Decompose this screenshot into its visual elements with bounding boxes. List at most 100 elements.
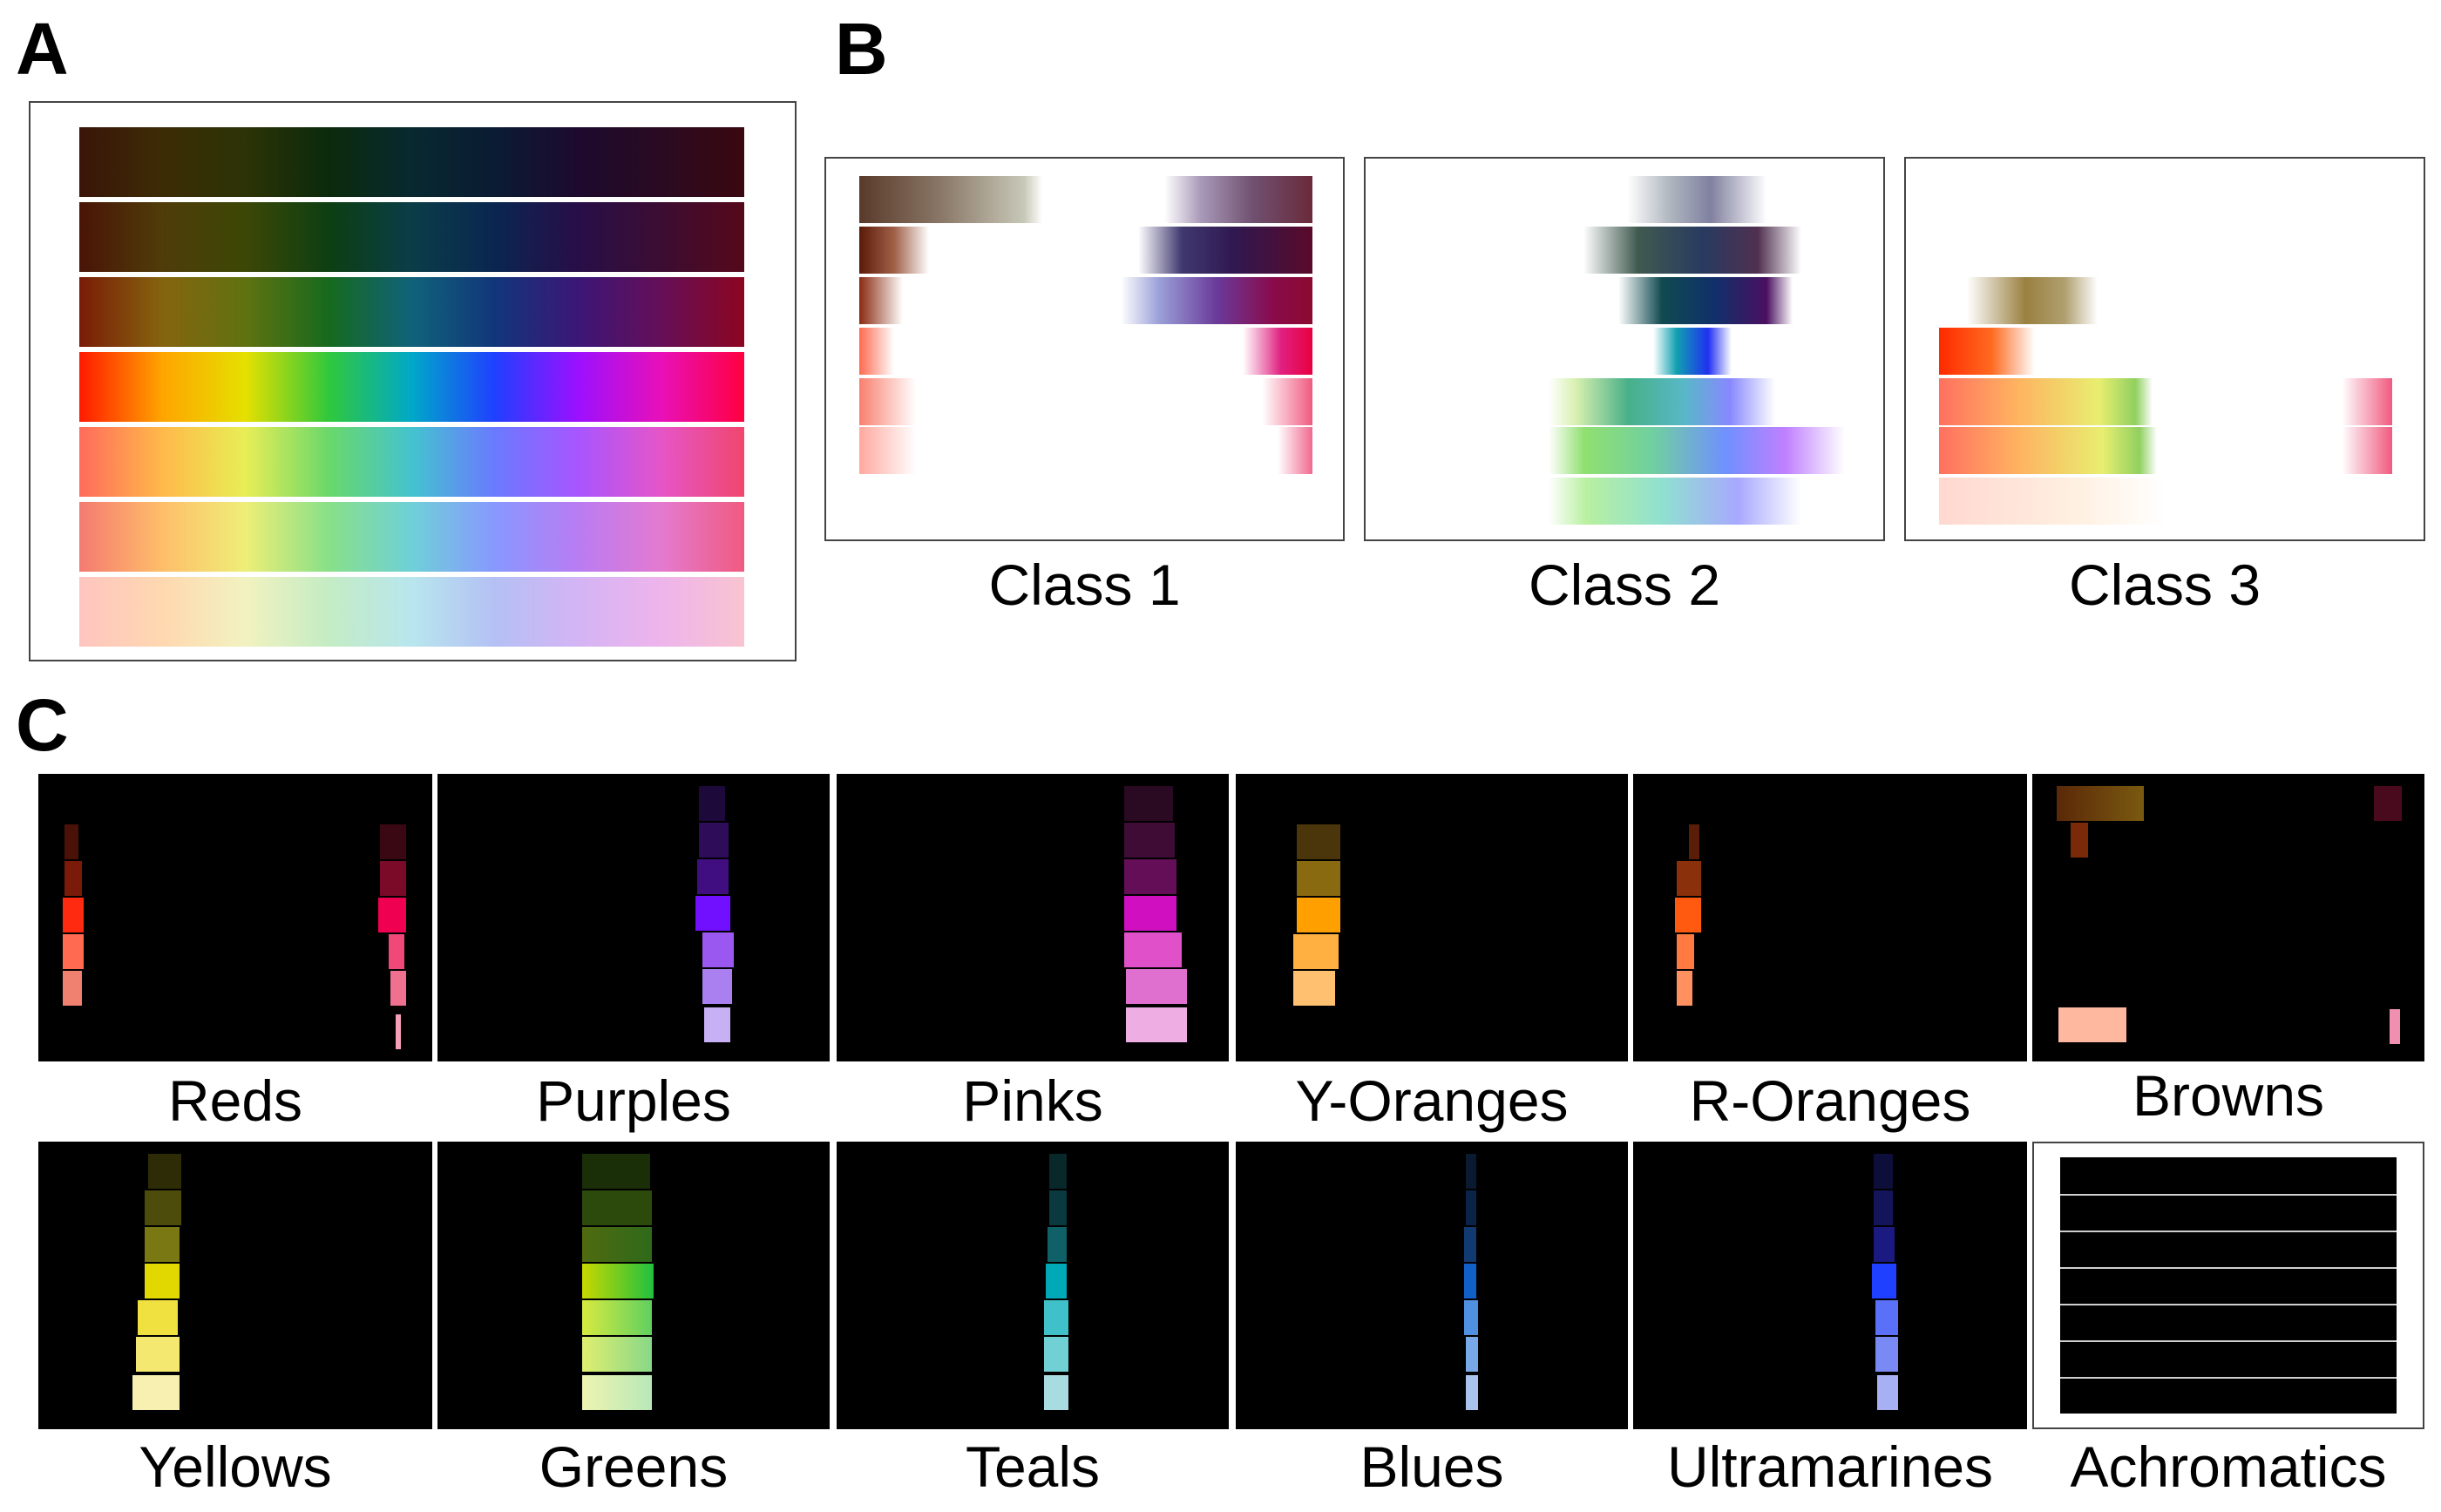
teals-chip-3 — [1048, 1227, 1067, 1262]
achromatics-divider-4 — [2060, 1304, 2397, 1305]
reds-chip-10 — [390, 971, 406, 1006]
teals-chip-1 — [1049, 1154, 1067, 1189]
class-1-band-11 — [859, 427, 916, 474]
pinks-chip-1 — [1124, 786, 1173, 821]
blues-chip-6 — [1466, 1337, 1478, 1372]
r-oranges-chip-1 — [1689, 824, 1699, 859]
yellows-label: Yellows — [139, 1434, 332, 1499]
pinks-chip-6 — [1126, 969, 1187, 1004]
yellows-chip-4 — [145, 1264, 180, 1298]
purples-chip-4 — [695, 896, 730, 931]
class-1-band-1 — [859, 176, 1042, 223]
greens-label: Greens — [539, 1434, 729, 1499]
blues-swatch — [1236, 1142, 1628, 1429]
greens-chip-6 — [582, 1337, 652, 1372]
achromatics-divider-2 — [2060, 1231, 2397, 1232]
class-2-band-5 — [1549, 378, 1775, 425]
class-2-band-2 — [1583, 227, 1801, 274]
hue-strip-7 — [79, 577, 744, 647]
purples-chip-5 — [702, 932, 734, 967]
class-3-band-7 — [1939, 478, 2166, 525]
ultramarines-chip-2 — [1874, 1190, 1893, 1225]
class-2-frame — [1364, 157, 1885, 541]
yellows-swatch — [38, 1142, 432, 1429]
class-1-band-12 — [1278, 427, 1312, 474]
greens-chip-3 — [582, 1227, 652, 1262]
teals-chip-7 — [1044, 1375, 1068, 1410]
hue-strip-1 — [79, 127, 744, 197]
hue-strip-6 — [79, 502, 744, 572]
class-3-band-3 — [1939, 378, 2153, 425]
class-1-band-2 — [1164, 176, 1312, 223]
pinks-label: Pinks — [962, 1068, 1103, 1133]
pinks-chip-3 — [1124, 859, 1176, 894]
panel-a-label: A — [16, 8, 69, 90]
r-oranges-swatch — [1633, 774, 2027, 1061]
reds-chip-8 — [378, 898, 406, 932]
greens-chip-7 — [582, 1375, 652, 1410]
r-oranges-chip-5 — [1677, 971, 1692, 1006]
class-3-frame — [1904, 157, 2425, 541]
ultramarines-chip-4 — [1872, 1264, 1896, 1298]
r-oranges-chip-2 — [1677, 861, 1701, 896]
class-3-label: Class 3 — [2068, 553, 2261, 617]
greens-chip-2 — [582, 1190, 652, 1225]
reds-chip-1 — [64, 824, 78, 859]
class-2-band-3 — [1618, 277, 1793, 324]
class-1-band-7 — [859, 328, 894, 375]
panel-b-label: B — [835, 8, 888, 90]
purples-swatch — [437, 774, 830, 1061]
teals-chip-2 — [1049, 1190, 1067, 1225]
reds-chip-2 — [64, 861, 82, 896]
class-1-label: Class 1 — [988, 553, 1181, 617]
class-1-band-8 — [1243, 328, 1312, 375]
achromatics-swatch — [2032, 1142, 2424, 1429]
class-3-band-2 — [1939, 328, 2035, 375]
browns-chip-4 — [2374, 786, 2402, 821]
class-2-band-7 — [1549, 478, 1801, 525]
achromatics-fill — [2060, 1157, 2397, 1414]
ultramarines-swatch — [1633, 1142, 2027, 1429]
reds-chip-7 — [380, 861, 406, 896]
yellows-chip-1 — [148, 1154, 181, 1189]
pinks-chip-5 — [1124, 932, 1182, 967]
greens-chip-4 — [582, 1264, 654, 1298]
blues-label: Blues — [1360, 1434, 1504, 1499]
browns-chip-5 — [2390, 1009, 2400, 1044]
blues-chip-5 — [1464, 1300, 1478, 1335]
ultramarines-label: Ultramarines — [1666, 1434, 1994, 1499]
purples-chip-6 — [702, 969, 732, 1004]
blues-chip-4 — [1464, 1264, 1476, 1298]
purples-label: Purples — [536, 1068, 731, 1133]
reds-chip-5 — [63, 971, 82, 1006]
teals-chip-5 — [1044, 1300, 1068, 1335]
hue-strip-3 — [79, 277, 744, 347]
hue-strip-2 — [79, 202, 744, 272]
class-3-band-5 — [1939, 427, 2157, 474]
yellows-chip-5 — [138, 1300, 178, 1335]
y-oranges-chip-2 — [1297, 861, 1340, 896]
class-3-band-4 — [2342, 378, 2392, 425]
reds-chip-4 — [63, 934, 84, 969]
pinks-chip-7 — [1126, 1007, 1187, 1042]
class-1-band-6 — [1121, 277, 1312, 324]
teals-swatch — [837, 1142, 1229, 1429]
purples-chip-1 — [699, 786, 725, 821]
class-1-band-4 — [1138, 227, 1312, 274]
achromatics-divider-5 — [2060, 1340, 2397, 1342]
y-oranges-chip-3 — [1297, 898, 1340, 932]
y-oranges-swatch — [1236, 774, 1628, 1061]
yellows-chip-6 — [136, 1337, 180, 1372]
yellows-chip-7 — [132, 1375, 180, 1410]
reds-chip-11 — [396, 1014, 401, 1049]
class-1-band-5 — [859, 277, 903, 324]
browns-label: Browns — [2132, 1063, 2325, 1128]
hue-strip-4 — [79, 352, 744, 422]
class-2-label: Class 2 — [1528, 553, 1721, 617]
reds-chip-6 — [380, 824, 406, 859]
class-2-band-6 — [1549, 427, 1845, 474]
hue-strip-5 — [79, 427, 744, 497]
purples-chip-3 — [697, 859, 729, 894]
browns-chip-3 — [2058, 1007, 2126, 1042]
class-3-band-1 — [1967, 277, 2098, 324]
